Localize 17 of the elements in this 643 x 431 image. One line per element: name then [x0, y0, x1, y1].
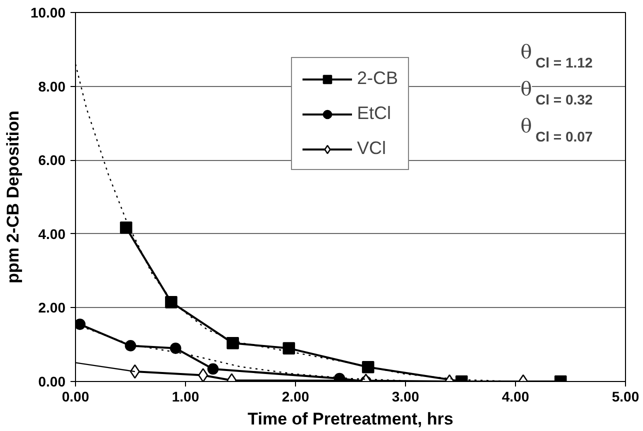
x-tick-label: 2.00	[282, 388, 310, 404]
x-tick-label: 3.00	[392, 388, 420, 404]
y-tick-label: 8.00	[38, 78, 66, 94]
y-tick-label: 4.00	[38, 226, 66, 242]
x-tick-label: 1.00	[172, 388, 200, 404]
y-tick-label: 2.00	[38, 300, 66, 316]
legend-label: EtCl	[356, 103, 392, 124]
y-axis-title: ppm 2-CB Deposition	[3, 110, 22, 284]
x-tick-label: 4.00	[502, 388, 530, 404]
y-tick-label: 0.00	[38, 374, 66, 390]
x-tick-label: 0.00	[62, 388, 90, 404]
y-tick-label: 6.00	[38, 152, 66, 168]
y-tick-label: 10.00	[30, 4, 66, 20]
x-tick-label: 5.00	[612, 388, 640, 404]
x-axis-title: Time of Pretreatment, hrs	[248, 410, 454, 428]
legend-label: VCl	[356, 138, 386, 159]
legend-label: 2-CB	[356, 68, 398, 89]
